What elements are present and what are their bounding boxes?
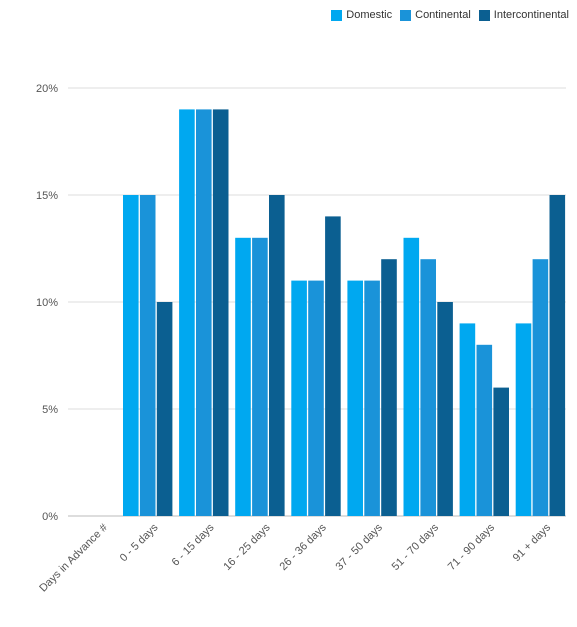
bar-domestic-5 (403, 237, 420, 517)
legend-label-continental: Continental (415, 9, 471, 21)
bar-intercontinental-7 (549, 195, 566, 516)
legend: Domestic Continental Intercontinental (331, 9, 569, 21)
bar-intercontinental-0 (156, 302, 173, 516)
bar-continental-4 (364, 280, 380, 516)
y-tick-label: 5% (42, 404, 58, 416)
bar-domestic-6 (459, 323, 476, 516)
y-tick-label: 15% (36, 190, 58, 202)
bar-continental-6 (476, 344, 493, 516)
bar-continental-5 (420, 259, 436, 516)
legend-swatch-domestic (331, 9, 343, 21)
x-tick-label: 51 - 70 days (390, 521, 442, 573)
y-tick-label: 10% (36, 297, 58, 309)
x-header-label: Days in Advance # (37, 521, 111, 595)
bar-domestic-4 (347, 280, 363, 516)
bar-intercontinental-6 (493, 387, 509, 516)
legend-item-domestic[interactable]: Domestic (331, 9, 392, 21)
x-tick-label: 91 + days (511, 521, 554, 564)
x-tick-label: 37 - 50 days (334, 521, 386, 573)
legend-label-intercontinental: Intercontinental (493, 9, 569, 21)
legend-item-continental[interactable]: Continental (400, 9, 471, 21)
bar-continental-7 (532, 259, 549, 516)
bar-intercontinental-2 (269, 195, 285, 516)
bar-domestic-1 (179, 109, 195, 517)
y-tick-label: 20% (36, 83, 58, 95)
legend-swatch-intercontinental (478, 9, 490, 21)
y-tick-label: 0% (42, 511, 58, 523)
bar-intercontinental-4 (381, 259, 397, 516)
legend-item-intercontinental[interactable]: Intercontinental (478, 9, 569, 21)
bar-continental-3 (308, 280, 324, 516)
bar-continental-2 (252, 237, 268, 517)
bar-continental-1 (196, 109, 212, 517)
bar-intercontinental-5 (437, 302, 453, 516)
legend-label-domestic: Domestic (346, 9, 393, 21)
x-tick-label: 6 - 15 days (170, 521, 217, 568)
legend-swatch-continental (400, 9, 412, 21)
bar-domestic-0 (123, 195, 139, 516)
bar-intercontinental-1 (212, 109, 229, 517)
x-tick-label: 0 - 5 days (118, 521, 161, 564)
bar-domestic-7 (515, 323, 532, 516)
bar-intercontinental-3 (325, 216, 341, 516)
x-tick-label: 71 - 90 days (446, 521, 498, 573)
bar-continental-0 (139, 195, 156, 516)
bar-domestic-2 (235, 237, 251, 517)
x-tick-label: 26 - 36 days (277, 521, 329, 573)
x-tick-label: 16 - 25 days (221, 521, 273, 573)
bar-domestic-3 (291, 280, 307, 516)
